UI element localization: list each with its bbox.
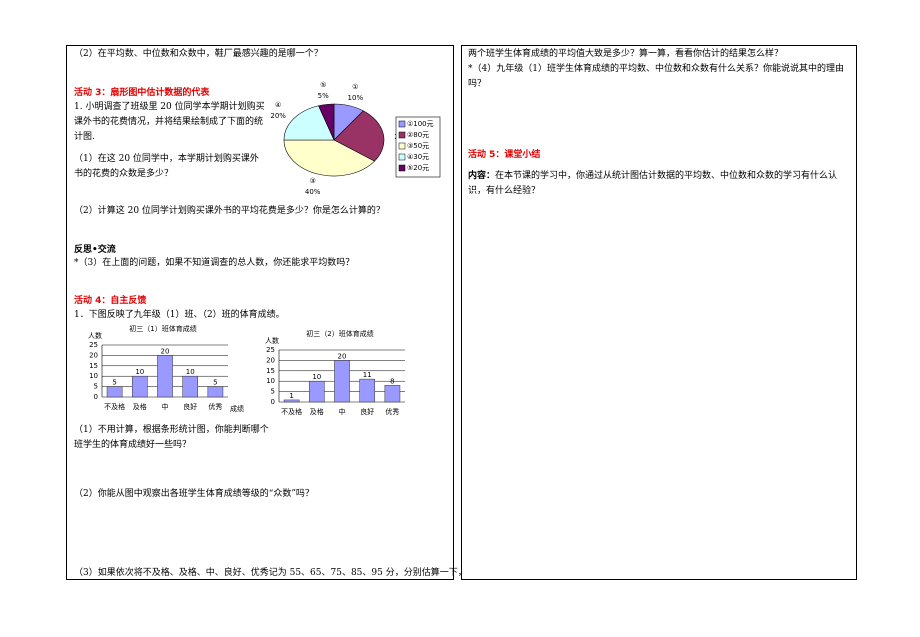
question: （3）如果依次将不及格、及格、中、良好、优秀记为 55、65、75、85、95 … (74, 568, 467, 578)
paragraph: 内容：在本节课的学习中，你通过从统计图估计数据的平均数、中位数和众数的学习有什么… (468, 169, 848, 199)
right-column (461, 45, 857, 580)
x-tick-label: 中 (339, 407, 346, 416)
legend-swatch (398, 153, 406, 161)
section-title: 反思•交流 (74, 245, 116, 255)
y-tick-label: 15 (89, 362, 98, 370)
question: *（3）在上面的问题，如果不知道调查的总人数，你还能求平均数吗？ (74, 258, 355, 268)
slice-label: 40% (305, 188, 321, 196)
data-label: 5 (213, 379, 217, 387)
data-label: 20 (338, 352, 347, 360)
bar (359, 378, 376, 403)
data-label: 10 (312, 373, 321, 381)
pie-slice (283, 105, 335, 141)
question: （2）计算这 20 位同学计划购买课外书的平均花费是多少？你是怎么计算的？ (74, 206, 385, 216)
y-tick-label: 20 (89, 351, 98, 359)
legend-label: ③50元 (407, 142, 429, 150)
y-tick-label: 5 (271, 388, 275, 396)
slice-label: 10% (348, 94, 364, 102)
x-tick-label: 优秀 (385, 407, 399, 416)
y-tick-label: 20 (266, 356, 275, 364)
slice-label: 20% (270, 112, 286, 120)
slice-number: ③ (310, 177, 316, 185)
x-tick-label: 中 (162, 402, 169, 411)
bar (207, 386, 224, 398)
bar (157, 355, 173, 398)
data-label: 10 (135, 368, 144, 376)
paragraph: 1．下图反映了九年级（1）班、（2）班的体育成绩。 (74, 310, 285, 320)
chart-title: 初三（2）班体育成绩 (306, 329, 373, 338)
data-label: 5 (112, 379, 116, 387)
y-axis-label: 人数 (88, 331, 102, 340)
bar (106, 386, 123, 398)
label: 内容： (468, 171, 496, 181)
y-tick-label: 5 (94, 383, 98, 391)
question: *（4）九年级（1）班学生体育成绩的平均数、中位数和众数有什么关系？你能说说其中… (468, 64, 844, 89)
slice-label: 5% (318, 92, 329, 100)
data-label: 10 (186, 368, 195, 376)
x-tick-label: 不及格 (281, 407, 302, 416)
pie-slice (283, 139, 375, 177)
pie-slice (333, 110, 385, 162)
x-tick-label: 良好 (360, 407, 374, 416)
bar (283, 399, 300, 403)
x-axis-label: 成绩 (230, 404, 244, 413)
legend-swatch (398, 142, 406, 150)
y-tick-label: 25 (266, 346, 275, 354)
y-tick-label: 10 (266, 377, 275, 385)
legend-label: ②80元 (407, 131, 429, 139)
legend-swatch (398, 120, 406, 128)
legend-label: ⑤20元 (407, 164, 429, 172)
y-tick-label: 10 (89, 372, 98, 380)
x-tick-label: 优秀 (208, 402, 222, 411)
legend-swatch (398, 131, 406, 139)
y-tick-label: 0 (94, 393, 98, 401)
y-tick-label: 0 (271, 398, 275, 406)
x-tick-label: 及格 (310, 407, 324, 416)
legend-label: ①100元 (407, 120, 434, 128)
y-axis-label: 人数 (265, 336, 279, 345)
bar (182, 375, 199, 398)
section-title: 活动 4：自主反馈 (74, 296, 147, 306)
y-tick-label: 25 (89, 341, 98, 349)
question: （2）你能从图中观察出各班学生体育成绩等级的“众数”吗？ (74, 489, 314, 499)
legend-swatch (398, 164, 406, 172)
x-tick-label: 良好 (183, 402, 197, 411)
slice-number: ① (352, 83, 358, 91)
bar (131, 375, 148, 398)
data-label: 20 (161, 347, 170, 355)
bar (308, 380, 325, 403)
bar (384, 385, 401, 403)
question: （1）不用计算，根据条形统计图，你能判断哪个班学生的体育成绩好一些吗？ (74, 425, 269, 450)
data-label: 1 (289, 392, 293, 400)
section-title: 活动 3：扇形图中估计数据的代表 (74, 88, 210, 98)
paragraph: 两个班学生体育成绩的平均值大致是多少？算一算，看看你估计的结果怎么样？ (468, 49, 784, 59)
question: （1）在这 20 位同学中，本学期计划购买课外书的花费的众数是多少？ (74, 154, 259, 179)
chart-title: 初三（1）班体育成绩 (129, 324, 196, 333)
data-label: 8 (390, 377, 394, 385)
data-label: 11 (363, 371, 372, 379)
legend-label: ④30元 (407, 153, 429, 161)
bar (334, 360, 350, 403)
x-tick-label: 及格 (133, 402, 147, 411)
x-tick-label: 不及格 (104, 402, 125, 411)
slice-number: ⑤ (320, 81, 326, 89)
section-title: 活动 5：课堂小结 (468, 150, 541, 160)
question: （2）在平均数、中位数和众数中，鞋厂最感兴趣的是哪一个？ (74, 49, 323, 59)
left-column (66, 45, 454, 580)
y-tick-label: 15 (266, 367, 275, 375)
paragraph: 1. 小明调查了班级里 20 位同学本学期计划购买课外书的花费情况，并将结果绘制… (74, 102, 265, 142)
pie-slice (318, 103, 335, 141)
text: 在本节课的学习中，你通过从统计图估计数据的平均数、中位数和众数的学习有什么认识，… (468, 171, 838, 196)
slice-number: ④ (275, 101, 281, 109)
